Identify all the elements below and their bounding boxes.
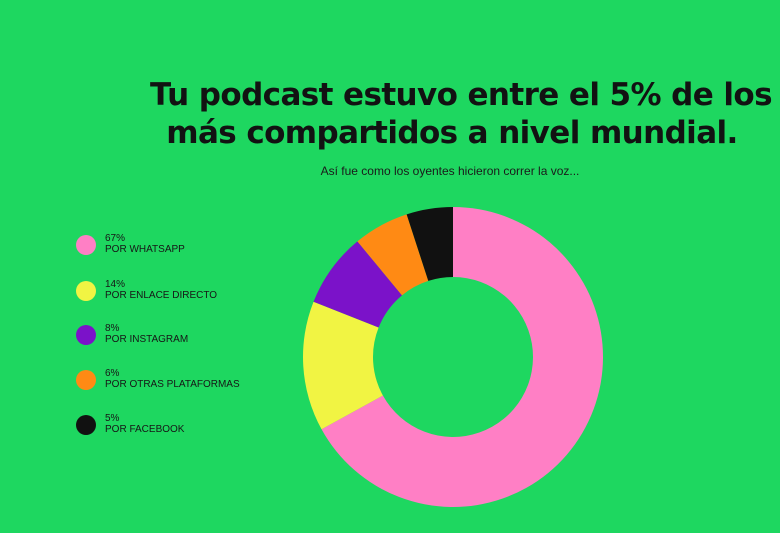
legend-item-instagram: 8% POR INSTAGRAM	[76, 320, 316, 350]
legend-value-otras-plataformas: 6%	[105, 368, 120, 379]
donut-slice-facebook	[406, 207, 453, 281]
title-line-2: más compartidos a nivel mundial.	[166, 115, 738, 151]
legend-item-whatsapp: 67% POR WHATSAPP	[76, 230, 316, 260]
legend-value-enlace-directo: 14%	[105, 279, 126, 290]
legend-item-enlace-directo: 14% POR ENLACE DIRECTO	[76, 276, 316, 306]
legend-swatch-instagram	[76, 325, 96, 345]
legend-swatch-enlace-directo	[76, 281, 96, 301]
legend-item-otras-plataformas: 6% POR OTRAS PLATAFORMAS	[76, 365, 316, 395]
legend-swatch-otras-plataformas	[76, 370, 96, 390]
legend-value-instagram: 8%	[105, 323, 120, 334]
legend-label-instagram: POR INSTAGRAM	[105, 334, 189, 345]
donut-slice-instagram	[313, 241, 403, 328]
legend-value-facebook: 5%	[105, 413, 120, 424]
legend-swatch-whatsapp	[76, 235, 96, 255]
legend-label-whatsapp: POR WHATSAPP	[105, 244, 185, 255]
legend-label-otras-plataformas: POR OTRAS PLATAFORMAS	[105, 379, 240, 390]
chart-title: Tu podcast estuvo entre el 5% de los más…	[150, 76, 773, 152]
legend-swatch-facebook	[76, 415, 96, 435]
title-line-1: Tu podcast estuvo entre el 5% de los	[150, 77, 773, 113]
donut-slice-whatsapp	[321, 207, 603, 507]
legend-value-whatsapp: 67%	[105, 233, 126, 244]
legend-label-enlace-directo: POR ENLACE DIRECTO	[105, 290, 218, 301]
legend-label-facebook: POR FACEBOOK	[105, 424, 185, 435]
legend-item-facebook: 5% POR FACEBOOK	[76, 410, 316, 440]
chart-subtitle: Así fue como los oyentes hicieron correr…	[320, 164, 580, 178]
donut-slice-otras-plataformas	[357, 214, 429, 296]
donut-slice-enlace-directo	[303, 301, 383, 430]
